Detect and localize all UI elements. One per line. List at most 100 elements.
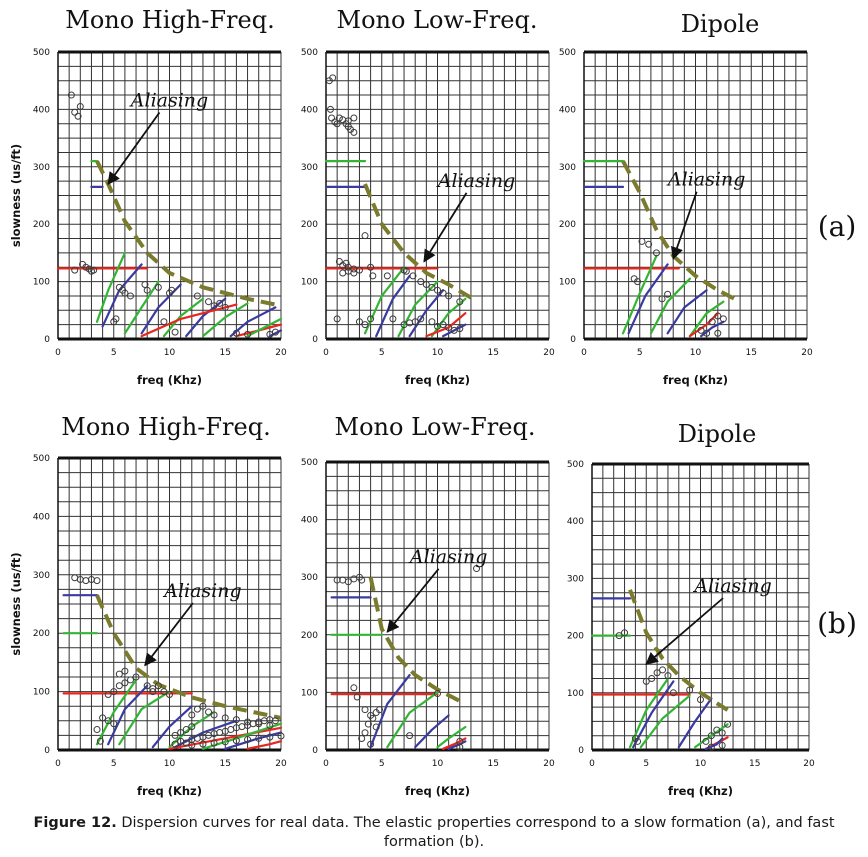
data-point <box>266 733 274 741</box>
data-point <box>126 292 134 300</box>
data-point <box>724 720 732 728</box>
row-label-b: (b) <box>817 607 857 640</box>
data-point <box>177 728 185 736</box>
series-line-blue <box>414 714 450 749</box>
data-point <box>714 329 722 337</box>
y-tick-label: 100 <box>301 278 318 288</box>
series-line-green <box>201 722 283 750</box>
y-tick-label: 200 <box>301 220 318 230</box>
chart-title: Dipole <box>678 420 757 448</box>
data-point <box>255 720 263 728</box>
row-label-a: (a) <box>818 210 857 243</box>
y-tick-label: 400 <box>559 105 576 115</box>
data-point <box>244 735 252 743</box>
data-point <box>634 278 642 286</box>
x-tick-label: 5 <box>643 759 649 769</box>
data-point <box>121 679 129 687</box>
series-line-red <box>688 312 719 338</box>
data-point <box>406 732 414 740</box>
data-point <box>369 714 377 722</box>
series-line-green <box>436 725 467 749</box>
x-tick-label: 0 <box>55 348 61 358</box>
data-point <box>367 315 375 323</box>
series-line-green <box>649 277 692 335</box>
series-line-red <box>442 737 467 750</box>
x-tick-label: 20 <box>801 348 813 358</box>
data-point <box>154 682 162 690</box>
y-tick-label: 500 <box>301 48 318 58</box>
data-point <box>621 629 629 637</box>
aliasing-annotation-label: Aliasing <box>162 580 241 602</box>
data-point <box>697 696 704 704</box>
series-line-blue <box>699 320 725 338</box>
y-tick-label: 0 <box>312 335 318 345</box>
data-point <box>221 714 229 722</box>
y-tick-label: 0 <box>44 335 50 345</box>
data-point <box>171 328 179 336</box>
x-tick-label: 10 <box>432 348 444 358</box>
x-tick-label: 15 <box>749 759 760 769</box>
data-point <box>205 708 213 716</box>
data-point <box>434 690 441 698</box>
data-point <box>615 632 623 640</box>
data-point <box>326 105 334 113</box>
data-point <box>232 716 240 724</box>
figure-caption: Figure 12. Dispersion curves for real da… <box>0 814 868 852</box>
data-point <box>713 726 721 734</box>
data-point <box>361 706 369 714</box>
x-axis-label: freq (Khz) <box>405 784 470 798</box>
x-tick-label: 10 <box>690 348 702 358</box>
data-point <box>71 266 79 274</box>
data-point <box>104 717 112 725</box>
x-tick-label: 15 <box>488 348 499 358</box>
data-point <box>277 732 285 740</box>
y-tick-label: 200 <box>567 632 584 642</box>
data-point <box>210 739 218 747</box>
data-point <box>358 734 366 742</box>
data-point <box>329 74 337 82</box>
series-line-green <box>95 251 127 323</box>
data-point <box>199 740 207 748</box>
data-point <box>718 729 726 737</box>
data-point <box>702 737 710 745</box>
data-point <box>271 717 279 725</box>
x-tick-label: 10 <box>432 759 444 769</box>
series-line-blue <box>408 289 445 338</box>
data-point <box>188 741 196 749</box>
data-point <box>221 738 229 746</box>
grid-lines <box>325 461 550 751</box>
y-tick-label: 400 <box>33 512 50 522</box>
x-tick-label: 0 <box>589 759 595 769</box>
series-line-green <box>123 280 160 335</box>
series-line-blue <box>151 705 193 749</box>
data-point <box>110 318 118 326</box>
series-line-blue <box>107 684 149 746</box>
data-point <box>434 286 441 294</box>
series-line-blue <box>666 289 708 335</box>
data-point <box>160 688 168 696</box>
data-point <box>355 266 363 274</box>
data-point <box>333 315 341 323</box>
chart-panel-1: Mono High-Freq.0 5 10 15 200100200300400500f… <box>9 6 287 387</box>
y-tick-label: 200 <box>559 220 576 230</box>
data-point <box>367 263 375 271</box>
data-point <box>652 249 660 257</box>
data-point <box>361 321 369 329</box>
data-point <box>456 325 464 333</box>
data-point <box>232 329 240 337</box>
chart-title: Mono High-Freq. <box>61 413 270 441</box>
data-point <box>188 711 196 719</box>
data-point <box>342 259 350 267</box>
data-point <box>708 318 716 326</box>
data-point <box>428 318 436 326</box>
data-point <box>439 321 447 329</box>
data-point <box>90 266 98 274</box>
x-tick-label: 15 <box>220 348 231 358</box>
x-axis-label: freq (Khz) <box>668 784 733 798</box>
data-point <box>216 728 224 736</box>
chart-title: Mono Low-Freq. <box>335 413 536 441</box>
data-point <box>642 677 650 685</box>
data-point <box>664 672 672 680</box>
y-tick-label: 500 <box>33 48 50 58</box>
data-point <box>669 689 677 697</box>
